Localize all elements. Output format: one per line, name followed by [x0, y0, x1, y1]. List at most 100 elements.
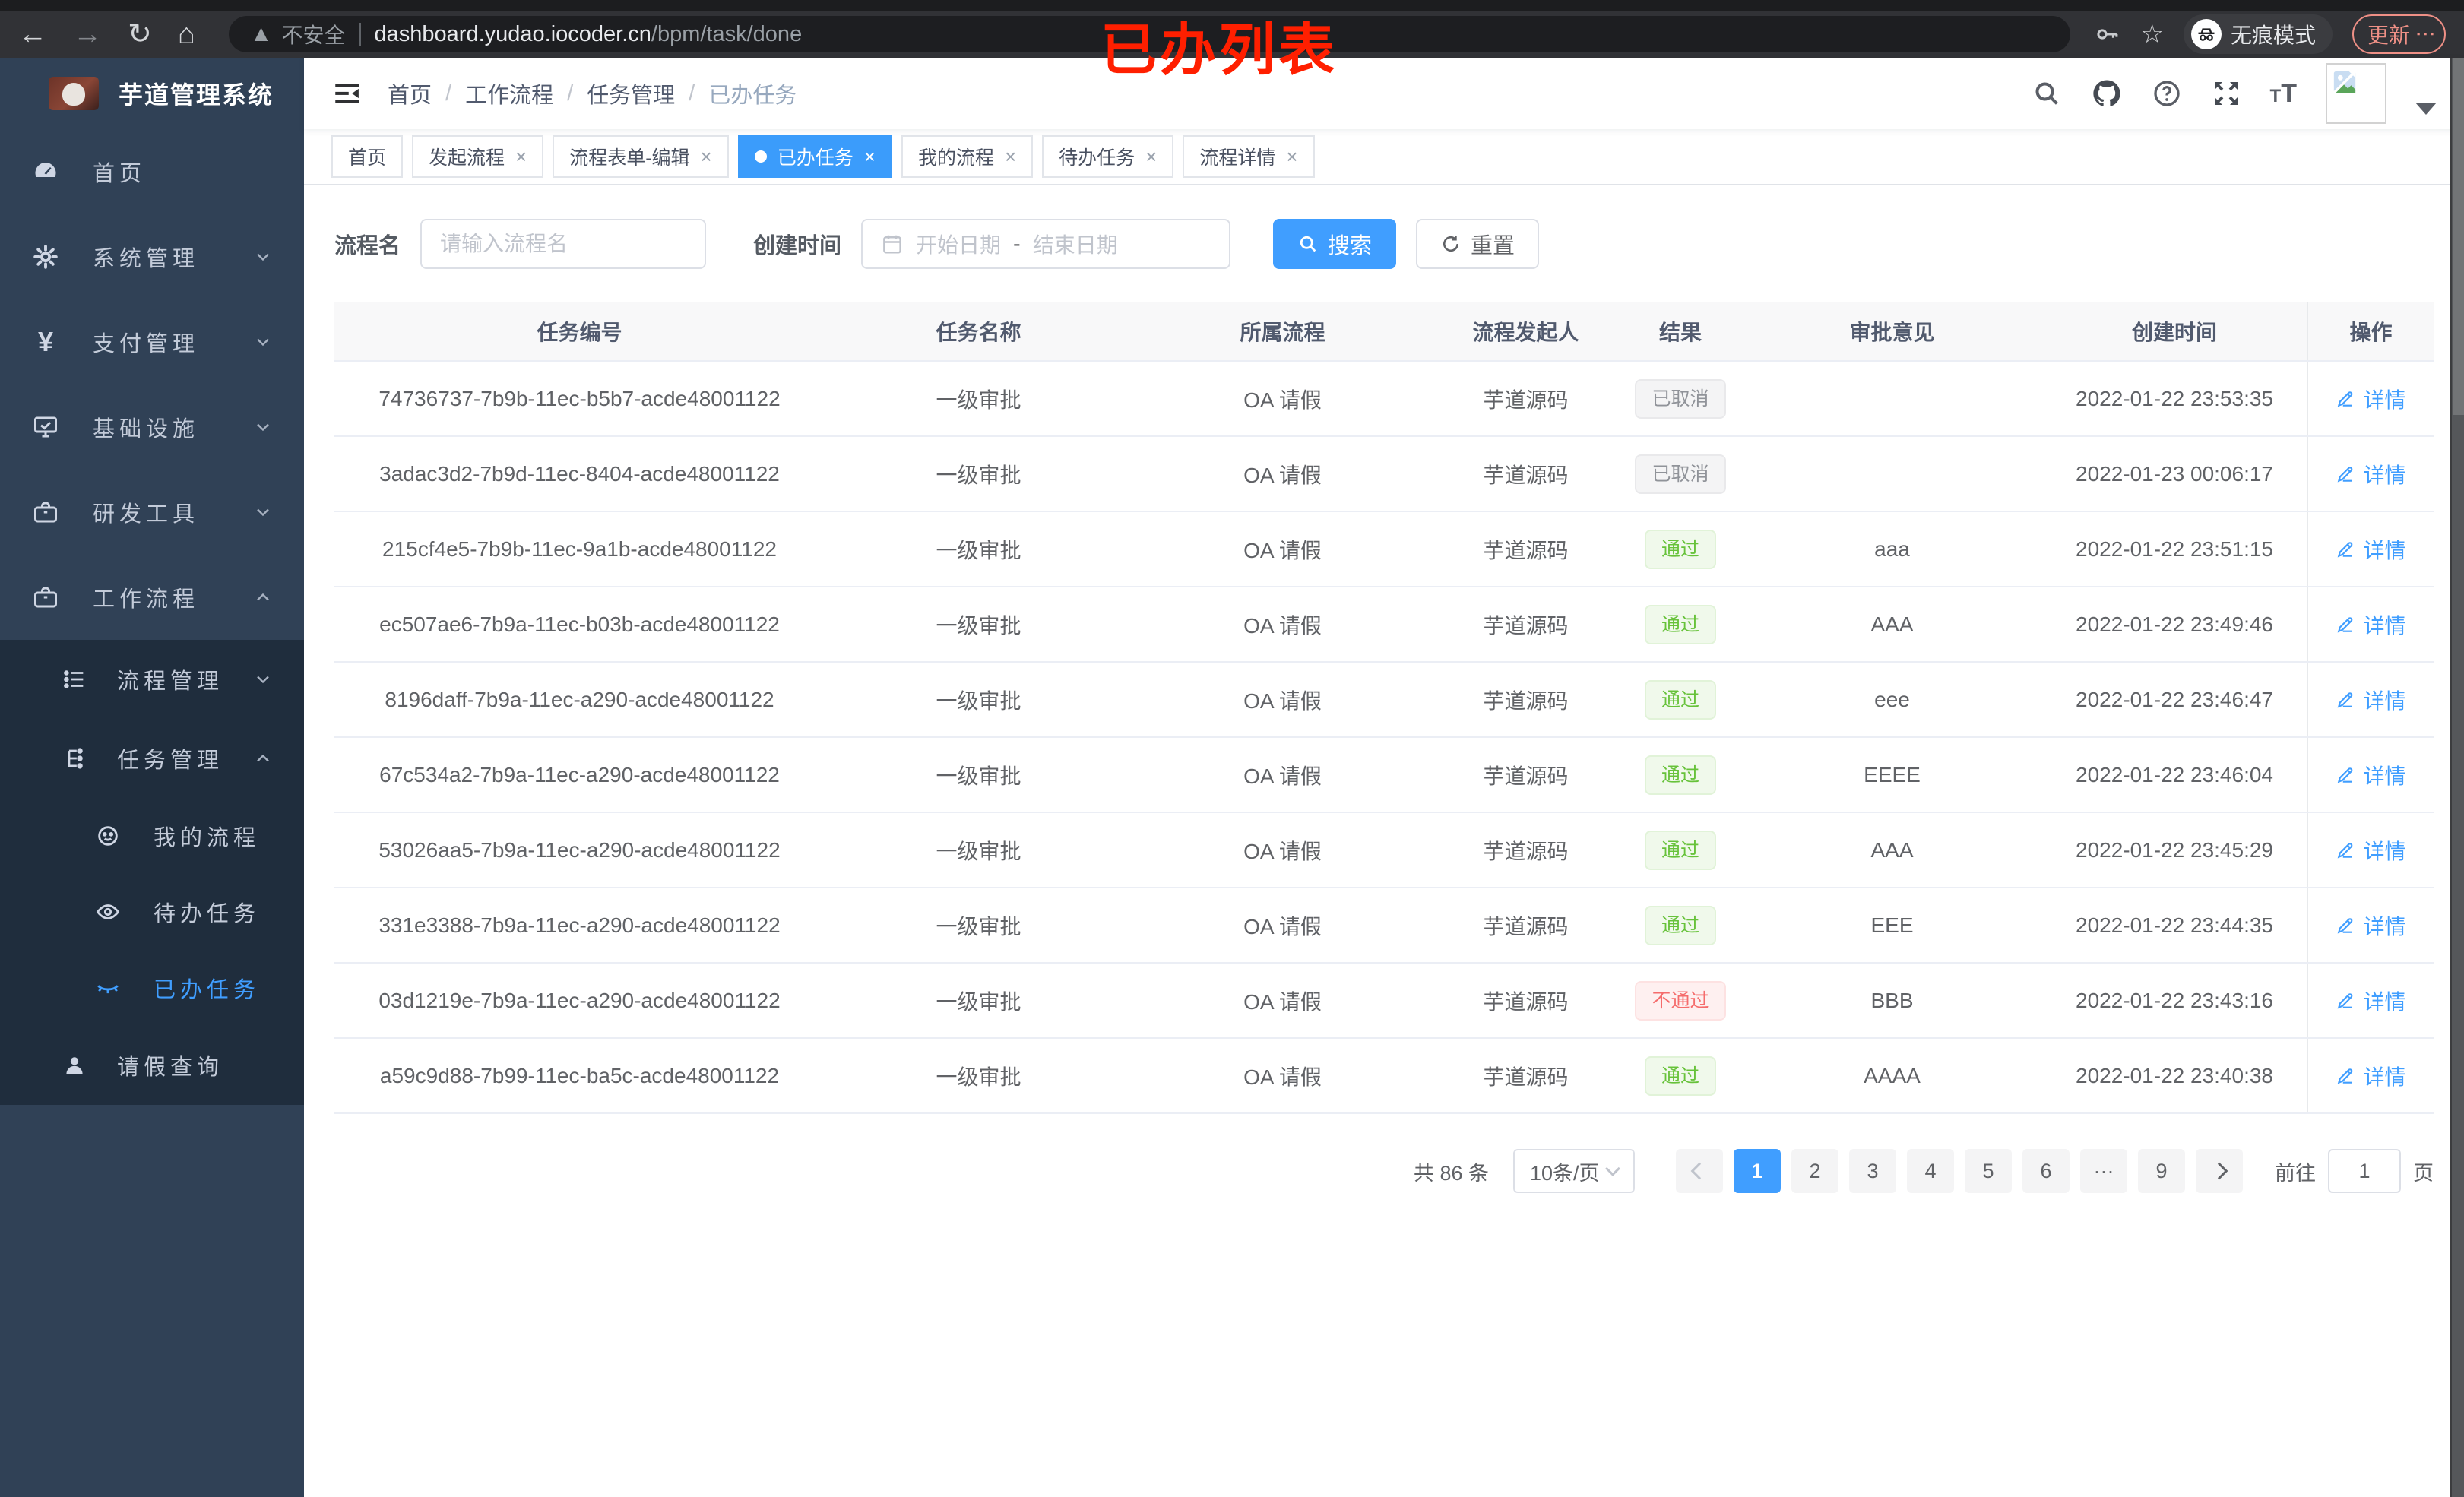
cell-task-id: 03d1219e-7b9a-11ec-a290-acde48001122: [378, 988, 781, 1012]
detail-link[interactable]: 详情: [2336, 910, 2406, 941]
prev-page-button[interactable]: [1676, 1149, 1723, 1193]
browser-menu-icon[interactable]: ⋮: [2415, 24, 2437, 44]
table-row: 8196daff-7b9a-11ec-a290-acde48001122 一级审…: [334, 663, 2434, 738]
page-button[interactable]: 2: [1791, 1149, 1838, 1193]
breadcrumb-workflow[interactable]: 工作流程: [465, 84, 554, 108]
help-icon[interactable]: [2152, 78, 2182, 109]
tab-home[interactable]: 首页: [331, 135, 404, 178]
table-row: ec507ae6-7b9a-11ec-b03b-acde48001122 一级审…: [334, 587, 2434, 663]
process-name-input[interactable]: [440, 232, 687, 256]
font-size-icon[interactable]: TT: [2269, 78, 2297, 108]
jump-prefix: 前往: [2275, 1161, 2316, 1185]
sidebar-item-leave-query[interactable]: 请假查询: [0, 1026, 304, 1105]
avatar[interactable]: [2326, 63, 2386, 124]
close-icon[interactable]: ×: [1145, 144, 1158, 168]
page-button[interactable]: ···: [2080, 1149, 2127, 1193]
window-scrollbar[interactable]: [2450, 58, 2464, 1497]
detail-link[interactable]: 详情: [2336, 459, 2406, 489]
tab-process-detail[interactable]: 流程详情 ×: [1183, 135, 1315, 178]
tab-my-process[interactable]: 我的流程 ×: [901, 135, 1034, 178]
password-key-icon[interactable]: [2093, 21, 2120, 48]
detail-link[interactable]: 详情: [2336, 384, 2406, 414]
incognito-badge[interactable]: 无痕模式: [2183, 14, 2333, 54]
cell-comment: eee: [1874, 687, 1910, 711]
cell-result: 通过: [1619, 1055, 1742, 1096]
sidebar-item-process-mgmt[interactable]: 流程管理: [0, 640, 304, 719]
edit-icon: [2338, 692, 2353, 708]
sidebar-item-task-mgmt[interactable]: 任务管理: [0, 719, 304, 798]
sidebar-item-payment[interactable]: ¥ 支付管理: [0, 299, 304, 385]
sidebar-collapse-icon[interactable]: [331, 78, 363, 109]
chevron-down-icon: [252, 502, 274, 523]
sidebar-item-workflow[interactable]: 工作流程: [0, 555, 304, 640]
cell-task-id: 3adac3d2-7b9d-11ec-8404-acde48001122: [379, 461, 780, 486]
sidebar-item-todo-tasks[interactable]: 待办任务: [0, 874, 304, 950]
page-button[interactable]: 9: [2138, 1149, 2185, 1193]
update-button[interactable]: 更新 ⋮: [2352, 14, 2446, 54]
active-dot: [754, 150, 767, 163]
logo-row[interactable]: 芋道管理系统: [0, 58, 304, 129]
sidebar-item-system[interactable]: 系统管理: [0, 214, 304, 299]
tab-done-tasks[interactable]: 已办任务 ×: [737, 135, 892, 178]
browser-back-icon[interactable]: ←: [18, 18, 47, 50]
date-range-input[interactable]: 开始日期 - 结束日期: [861, 219, 1231, 269]
page-button[interactable]: 5: [1965, 1149, 2012, 1193]
detail-link[interactable]: 详情: [2336, 609, 2406, 640]
sidebar-item-done-tasks[interactable]: 已办任务: [0, 950, 304, 1026]
reset-button[interactable]: 重置: [1416, 219, 1540, 269]
detail-link[interactable]: 详情: [2336, 534, 2406, 565]
page-button[interactable]: 6: [2022, 1149, 2070, 1193]
edit-icon: [2338, 466, 2353, 483]
cell-task-name: 一级审批: [936, 764, 1021, 788]
next-page-button[interactable]: [2196, 1149, 2243, 1193]
close-icon[interactable]: ×: [1286, 144, 1298, 168]
tab-todo-tasks[interactable]: 待办任务 ×: [1042, 135, 1174, 178]
table-row: 03d1219e-7b9a-11ec-a290-acde48001122 一级审…: [334, 964, 2434, 1039]
close-icon[interactable]: ×: [515, 144, 527, 168]
cell-task-name: 一级审批: [936, 1065, 1021, 1089]
breadcrumb-home[interactable]: 首页: [388, 84, 432, 108]
sidebar-item-devtools[interactable]: 研发工具: [0, 470, 304, 555]
chevron-down-icon: [1605, 1161, 1620, 1176]
sidebar-item-home[interactable]: 首页: [0, 129, 304, 214]
cell-task-name: 一级审批: [936, 463, 1021, 487]
jump-page-input[interactable]: [2328, 1149, 2401, 1193]
tab-form-edit[interactable]: 流程表单-编辑 ×: [553, 135, 729, 178]
close-icon[interactable]: ×: [700, 144, 712, 168]
detail-link[interactable]: 详情: [2336, 1061, 2406, 1091]
sidebar-item-infra[interactable]: 基础设施: [0, 385, 304, 470]
avatar-caret-icon[interactable]: [2415, 103, 2437, 115]
detail-link[interactable]: 详情: [2336, 760, 2406, 790]
tab-start-process[interactable]: 发起流程 ×: [412, 135, 544, 178]
cell-task-id: 67c534a2-7b9a-11ec-a290-acde48001122: [379, 762, 780, 786]
page-button[interactable]: 3: [1849, 1149, 1896, 1193]
close-icon[interactable]: ×: [1004, 144, 1017, 168]
detail-link[interactable]: 详情: [2336, 835, 2406, 866]
browser-reload-icon[interactable]: ↻: [128, 18, 152, 50]
fullscreen-icon[interactable]: [2211, 78, 2241, 109]
github-icon[interactable]: [2091, 78, 2123, 109]
app-title: 芋道管理系统: [119, 81, 274, 109]
address-bar[interactable]: ▲ 不安全 dashboard.yudao.iocoder.cn /bpm/ta…: [228, 16, 2071, 52]
chevron-up-icon: [252, 748, 274, 769]
cell-process: OA 请假: [1243, 538, 1322, 562]
gear-icon: [30, 243, 61, 271]
page-size-select[interactable]: 10条/页: [1513, 1149, 1635, 1193]
bookmark-star-icon[interactable]: ☆: [2140, 20, 2164, 49]
breadcrumb-task-mgmt[interactable]: 任务管理: [587, 84, 676, 108]
sidebar-item-my-process[interactable]: 我的流程: [0, 798, 304, 874]
search-button[interactable]: 搜索: [1273, 219, 1397, 269]
detail-link[interactable]: 详情: [2336, 685, 2406, 715]
cell-action: 详情: [2307, 964, 2434, 1037]
cell-task-id: 331e3388-7b9a-11ec-a290-acde48001122: [378, 913, 781, 937]
scrollbar-thumb[interactable]: [2453, 58, 2464, 415]
browser-forward-icon[interactable]: →: [73, 18, 102, 50]
browser-home-icon[interactable]: ⌂: [177, 18, 195, 50]
page-button[interactable]: 4: [1907, 1149, 1954, 1193]
detail-link[interactable]: 详情: [2336, 986, 2406, 1016]
cell-result: 通过: [1619, 905, 1742, 945]
gauge-icon: [30, 158, 61, 185]
close-icon[interactable]: ×: [863, 144, 876, 168]
search-icon[interactable]: [2032, 78, 2062, 109]
page-button[interactable]: 1: [1734, 1149, 1781, 1193]
